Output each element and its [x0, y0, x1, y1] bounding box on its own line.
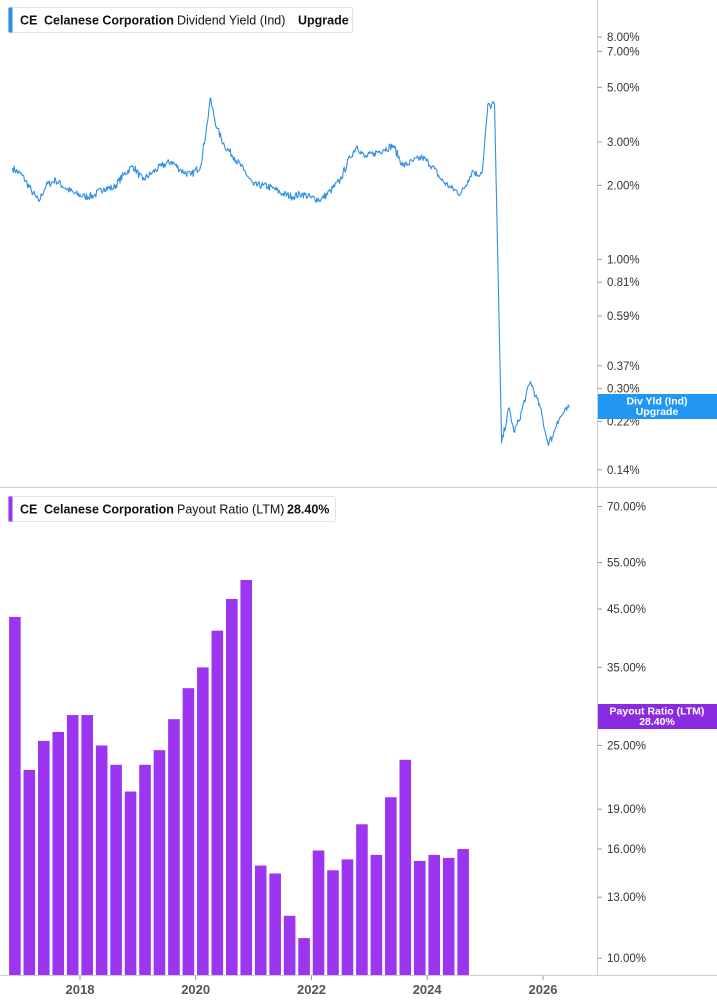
y-tick-label: 10.00%	[607, 953, 646, 965]
payout-bar	[52, 731, 65, 975]
dividend-yield-legend-color	[8, 7, 13, 33]
payout-ratio-plot	[9, 580, 469, 975]
y-tick-label: 1.00%	[607, 255, 640, 267]
dividend-yield-tag-line2: Upgrade	[636, 406, 679, 418]
payout-bar	[283, 915, 296, 975]
payout-bar	[399, 759, 412, 975]
x-tick-label: 2020	[181, 982, 210, 997]
payout-ratio-tag-line2: 28.40%	[639, 716, 675, 728]
payout-bar	[269, 873, 281, 975]
payout-bar	[182, 688, 195, 975]
y-tick-label: 35.00%	[607, 662, 646, 674]
payout-bar	[298, 938, 310, 975]
payout-bar	[457, 849, 469, 975]
payout-bar	[327, 870, 339, 975]
y-tick-label: 45.00%	[607, 604, 646, 616]
y-tick-label: 19.00%	[607, 804, 646, 816]
payout-bar	[356, 824, 368, 975]
payout-bar	[139, 764, 151, 975]
y-tick-label: 3.00%	[607, 137, 640, 149]
payout-ratio-legend-metric: Payout Ratio (LTM)	[177, 503, 284, 517]
dividend-yield-tag-line1: Div Yld (Ind)	[626, 396, 687, 408]
y-tick-label: 0.14%	[607, 465, 640, 477]
payout-bar	[23, 769, 36, 975]
y-tick-label: 0.37%	[607, 361, 640, 373]
payout-ratio-tag: Payout Ratio (LTM) 28.40%	[598, 704, 717, 729]
y-tick-label: 16.00%	[607, 844, 646, 856]
dividend-yield-legend-value[interactable]: Upgrade	[298, 14, 349, 28]
payout-ratio-tag-line1: Payout Ratio (LTM)	[610, 706, 705, 718]
payout-ratio-legend-company: Celanese Corporation	[44, 503, 174, 517]
payout-ratio-y-axis: 70.00% 55.00% 45.00% 35.00% 25.00% 19.00% 16.0…	[597, 502, 646, 965]
y-tick-label: 2.00%	[607, 180, 640, 192]
payout-bar	[211, 630, 224, 975]
y-tick-label: 55.00%	[607, 558, 646, 570]
y-tick-label: 8.00%	[607, 32, 640, 44]
x-tick-label: 2026	[529, 982, 558, 997]
payout-ratio-legend-value: 28.40%	[287, 503, 329, 517]
payout-bar	[110, 764, 122, 975]
dividend-yield-legend-metric: Dividend Yield (Ind)	[177, 14, 285, 28]
dividend-yield-legend-symbol: CE	[20, 14, 37, 28]
x-tick-label: 2024	[413, 982, 443, 997]
x-tick-label: 2022	[297, 982, 326, 997]
dividend-yield-line	[11, 97, 570, 446]
payout-bar	[124, 791, 137, 975]
x-axis: 2018 2020 2022 2024 2026	[66, 975, 558, 997]
payout-bar	[370, 854, 383, 975]
dividend-yield-legend[interactable]: CE Celanese Corporation Dividend Yield (…	[8, 7, 353, 33]
dividend-yield-tag-bg	[598, 394, 717, 419]
y-tick-label: 70.00%	[607, 502, 646, 514]
payout-bar	[9, 616, 21, 975]
payout-ratio-legend-color	[8, 496, 13, 522]
payout-bar	[341, 859, 354, 975]
payout-bar	[95, 745, 108, 975]
payout-bar	[413, 860, 426, 975]
y-tick-label: 25.00%	[607, 740, 646, 752]
payout-ratio-legend-symbol: CE	[20, 503, 37, 517]
y-tick-label: 0.81%	[607, 277, 640, 289]
y-tick-label: 13.00%	[607, 892, 646, 904]
payout-bar	[66, 715, 79, 975]
y-tick-label: 5.00%	[607, 82, 640, 94]
dividend-yield-tag: Div Yld (Ind) Upgrade	[598, 394, 717, 419]
payout-bar	[225, 598, 238, 975]
y-tick-label: 0.22%	[607, 417, 640, 429]
y-tick-label: 7.00%	[607, 46, 640, 58]
payout-bar	[81, 715, 93, 975]
y-tick-label: 0.30%	[607, 383, 640, 395]
dividend-yield-plot	[11, 97, 570, 446]
payout-bar	[442, 857, 455, 975]
dividend-yield-y-axis: 8.00% 7.00% 5.00% 3.00% 2.00% 1.00% 0.81% 0.59%…	[597, 32, 640, 477]
payout-bar	[254, 865, 267, 975]
payout-ratio-legend[interactable]: CE Celanese Corporation Payout Ratio (LT…	[8, 496, 336, 522]
payout-bar	[38, 740, 50, 975]
y-tick-label: 0.59%	[607, 311, 640, 323]
payout-bar	[197, 667, 209, 975]
payout-ratio-tag-bg	[598, 704, 717, 729]
payout-bar	[385, 797, 397, 975]
payout-bar	[168, 719, 180, 975]
dividend-yield-legend-company: Celanese Corporation	[44, 14, 174, 28]
x-tick-label: 2018	[66, 982, 95, 997]
payout-bar	[428, 854, 441, 975]
payout-bar	[312, 850, 325, 975]
payout-bar	[153, 750, 166, 975]
payout-bar	[240, 580, 253, 975]
